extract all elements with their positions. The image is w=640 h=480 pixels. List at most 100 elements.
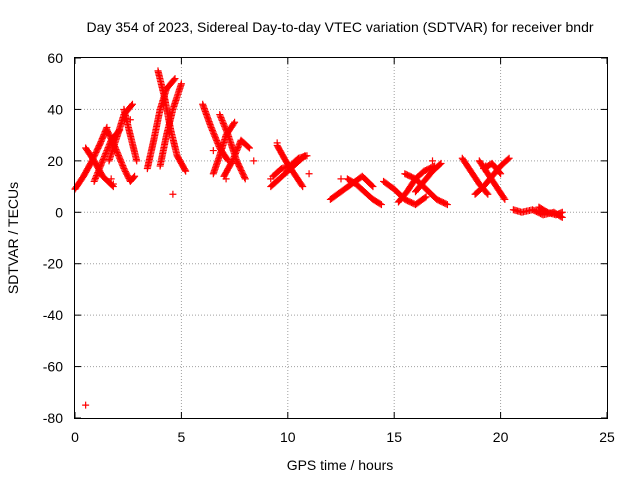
data-point [116, 156, 124, 164]
data-point [218, 115, 226, 123]
data-point [496, 169, 504, 177]
data-point [116, 154, 124, 162]
data-point [99, 157, 107, 165]
x-tick-label: 20 [493, 429, 509, 445]
data-point [92, 173, 100, 181]
data-point [220, 121, 228, 129]
data-point [94, 169, 102, 177]
data-point [117, 157, 125, 165]
data-point [241, 175, 249, 183]
data-point [231, 118, 239, 126]
data-point [113, 148, 121, 156]
data-point [368, 182, 376, 190]
y-tick-label: 20 [47, 153, 63, 169]
data-point [500, 194, 508, 202]
data-point [303, 152, 311, 160]
x-tick-label: 15 [386, 429, 402, 445]
data-point [216, 112, 224, 120]
chart-title: Day 354 of 2023, Sidereal Day-to-day VTE… [86, 19, 593, 35]
data-point [133, 157, 141, 165]
data-point [221, 122, 229, 130]
data-point [483, 189, 491, 197]
data-point [221, 124, 229, 132]
data-point [208, 126, 216, 134]
data-point [171, 75, 179, 83]
data-point [211, 132, 219, 140]
y-tick-label: -80 [43, 410, 63, 426]
data-point [94, 167, 102, 175]
data-point [484, 190, 492, 198]
data-point [229, 155, 237, 163]
plot-frame [74, 57, 608, 419]
data-point [210, 129, 218, 137]
data-point [299, 183, 307, 191]
data-point [108, 182, 116, 190]
data-point [128, 100, 136, 108]
data-point [102, 150, 110, 158]
data-point [91, 174, 99, 182]
x-tick-label: 5 [178, 429, 186, 445]
data-point [209, 128, 217, 136]
data-point [114, 150, 122, 158]
data-point [210, 131, 218, 139]
data-point [224, 130, 232, 138]
data-point [232, 150, 240, 158]
data-point [208, 125, 216, 133]
data-point-outlier [222, 175, 230, 183]
data-point [207, 123, 215, 131]
data-point [436, 160, 444, 168]
data-point [235, 142, 243, 150]
data-point [422, 193, 430, 201]
data-point [97, 161, 105, 169]
x-axis-ticks: 0 5 10 15 20 25 [71, 58, 615, 445]
y-axis-label: SDTVAR / TECUs [5, 182, 21, 294]
data-point [118, 159, 126, 167]
data-point [245, 144, 253, 152]
data-point [421, 194, 429, 202]
data-point-outlier [337, 175, 345, 183]
data-point [376, 200, 384, 208]
data-point [377, 201, 385, 209]
data-point-outlier [169, 190, 177, 198]
data-point [115, 153, 123, 161]
data-point [442, 200, 450, 208]
data-point [558, 208, 566, 216]
data-point [223, 128, 231, 136]
data-point [113, 147, 121, 155]
x-tick-label: 10 [280, 429, 296, 445]
data-point [213, 137, 221, 145]
data-point [217, 114, 225, 122]
data-point-outlier [82, 401, 90, 409]
y-axis-ticks: 60 40 20 0 -20 -40 -60 -80 [43, 50, 607, 426]
data-point [230, 152, 238, 160]
data-point [96, 163, 104, 171]
data-point [101, 151, 109, 159]
data-point [212, 135, 220, 143]
data-point [504, 155, 512, 163]
data-point [130, 173, 138, 181]
data-point [119, 162, 127, 170]
data-point [230, 154, 238, 162]
data-point [437, 159, 445, 167]
data-point [90, 177, 98, 185]
data-point-outlier [267, 175, 275, 183]
data-point [100, 152, 108, 160]
data-point-outlier [250, 157, 258, 165]
data-point [228, 157, 236, 165]
data-point [93, 170, 101, 178]
data-point [233, 145, 241, 153]
x-tick-label: 25 [599, 429, 615, 445]
data-point [128, 101, 136, 109]
data-point [216, 111, 224, 119]
y-tick-label: -20 [43, 256, 63, 272]
data-point-outlier [482, 162, 490, 170]
x-tick-label: 0 [71, 429, 79, 445]
y-tick-label: 40 [47, 101, 63, 117]
data-point [231, 151, 239, 159]
data-point [219, 118, 227, 126]
data-point [93, 172, 101, 180]
data-point [244, 143, 252, 151]
data-point-outlier [126, 116, 134, 124]
data-point [443, 201, 451, 209]
